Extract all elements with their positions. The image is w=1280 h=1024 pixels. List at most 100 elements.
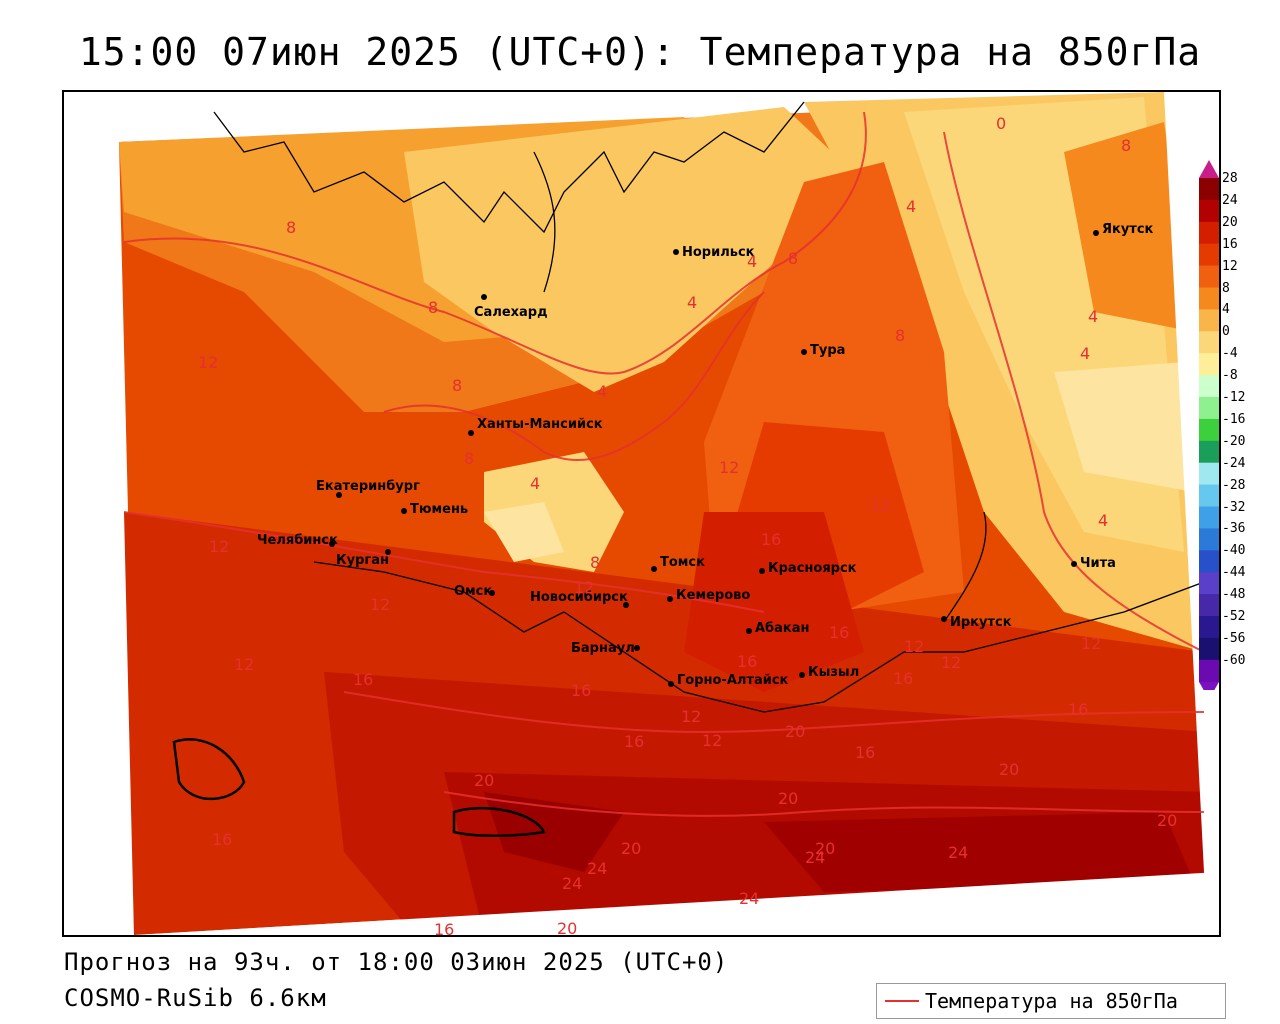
colorbar-segment [1199, 243, 1219, 267]
isotherm-label: 16 [829, 623, 849, 642]
colorbar-segment [1199, 440, 1219, 464]
city-chelyabinsk[interactable]: Челябинск [257, 533, 338, 548]
isotherm-label: 16 [1068, 700, 1088, 719]
colorbar-segment [1199, 637, 1219, 661]
svg-text:Иркутск: Иркутск [950, 615, 1012, 630]
isotherm-label: 12 [234, 655, 254, 674]
colorbar-tick-label: -56 [1222, 630, 1246, 646]
colorbar-tick-label: -44 [1222, 565, 1246, 581]
svg-text:Кемерово: Кемерово [676, 588, 750, 603]
city-kemerovo[interactable]: Кемерово [667, 588, 750, 603]
isotherm-label: 20 [815, 839, 835, 858]
map-legend: Температура на 850гПа [876, 983, 1226, 1019]
legend-label: Температура на 850гПа [925, 989, 1178, 1013]
colorbar-segment [1199, 462, 1219, 486]
colorbar-segment [1199, 616, 1219, 639]
isotherm-label: 12 [198, 353, 218, 372]
city-irkutsk[interactable]: Иркутск [941, 615, 1012, 630]
svg-text:Омск: Омск [454, 584, 492, 599]
svg-text:Якутск: Якутск [1102, 222, 1154, 237]
isotherm-label: 12 [1081, 634, 1101, 653]
isotherm-label: 16 [353, 670, 373, 689]
colorbar-tick-label: -32 [1222, 499, 1246, 515]
city-salekhard[interactable]: Салехард [474, 294, 548, 320]
forecast-info: Прогноз на 93ч. от 18:00 03июн 2025 (UTC… [64, 948, 729, 976]
svg-text:Салехард: Салехард [474, 305, 548, 320]
colorbar-tick-label: 16 [1222, 236, 1238, 252]
colorbar-tick-label: 24 [1222, 192, 1238, 208]
isotherm-label: 20 [785, 722, 805, 741]
city-kurgan[interactable]: Курган [336, 549, 391, 568]
svg-text:Ханты-Мансийск: Ханты-Мансийск [477, 417, 603, 432]
svg-text:Тюмень: Тюмень [410, 502, 468, 517]
city-krasnoyarsk[interactable]: Красноярск [759, 561, 857, 576]
isotherm-labels: 0 8 8 4 8 4 8 4 12 4 8 12 4 8 4 12 12 16… [198, 114, 1177, 935]
colorbar-segment [1199, 528, 1219, 551]
isotherm-label: 4 [1088, 307, 1098, 326]
city-kyzyl[interactable]: Кызыл [799, 665, 859, 680]
colorbar-tick-label: -4 [1222, 346, 1238, 362]
isotherm-label: 20 [557, 919, 577, 935]
isotherm-label: 16 [212, 830, 232, 849]
isotherm-label: 20 [474, 771, 494, 790]
isotherm-label: 16 [893, 669, 913, 688]
city-chita[interactable]: Чита [1071, 556, 1116, 571]
colorbar-segment [1199, 418, 1219, 442]
isotherm-label: 16 [434, 920, 454, 935]
colorbar-tick-label: 28 [1222, 171, 1238, 186]
colorbar-segment [1199, 353, 1219, 376]
isotherm-label: 24 [948, 843, 968, 862]
colorbar-tick-label: -28 [1222, 477, 1246, 493]
svg-text:Абакан: Абакан [755, 621, 810, 636]
city-norilsk[interactable]: Норильск [673, 245, 755, 260]
city-omsk[interactable]: Омск [454, 584, 495, 599]
colorbar-segment [1199, 309, 1219, 332]
city-yakutsk[interactable]: Якутск [1093, 222, 1154, 237]
city-novosibirsk[interactable]: Новосибирск [530, 590, 629, 608]
isotherm-label: 20 [778, 789, 798, 808]
temperature-map: Норильск Салехард Тура Якутск Ханты-Манс… [64, 92, 1219, 935]
city-yekaterinburg[interactable]: Екатеринбург [316, 479, 420, 498]
colorbar-tick-label: -60 [1222, 652, 1246, 668]
colorbar-tick-label: -24 [1222, 455, 1246, 471]
city-tura[interactable]: Тура [801, 343, 845, 358]
colorbar-tick-label: -36 [1222, 521, 1246, 537]
colorbar-segment [1199, 199, 1219, 223]
city-gorno-altaysk[interactable]: Горно-Алтайск [668, 673, 789, 688]
svg-text:Тура: Тура [810, 343, 845, 358]
temperature-colorbar [1199, 160, 1219, 690]
isotherm-label: 4 [687, 293, 697, 312]
colorbar-segment [1199, 287, 1219, 310]
svg-text:Челябинск: Челябинск [257, 533, 338, 548]
isotherm-label: 16 [761, 530, 781, 549]
isotherm-label: 0 [996, 114, 1006, 133]
colorbar-segment [1199, 506, 1219, 529]
isotherm-label: 4 [597, 382, 607, 401]
colorbar-segment [1199, 484, 1219, 507]
city-abakan[interactable]: Абакан [746, 621, 810, 636]
isotherm-label: 16 [571, 681, 591, 700]
city-khanty-mansiysk[interactable]: Ханты-Мансийск [468, 417, 603, 436]
colorbar-segment [1199, 397, 1219, 420]
city-tomsk[interactable]: Томск [651, 555, 705, 572]
city-barnaul[interactable]: Барнаул [571, 641, 640, 656]
colorbar-min-arrow [1199, 681, 1219, 690]
svg-text:Горно-Алтайск: Горно-Алтайск [677, 673, 789, 688]
legend-line-swatch [885, 1000, 919, 1002]
isotherm-label: 20 [1157, 811, 1177, 830]
isotherm-label: 8 [788, 249, 798, 268]
colorbar-tick-label: -52 [1222, 609, 1246, 624]
isotherm-label: 4 [1080, 344, 1090, 363]
isotherm-label: 24 [562, 874, 582, 893]
isotherm-label: 12 [681, 707, 701, 726]
city-tyumen[interactable]: Тюмень [401, 502, 468, 517]
isotherm-label: 12 [870, 496, 890, 515]
isotherm-label: 8 [1121, 136, 1131, 155]
colorbar-segment [1199, 550, 1219, 573]
isotherm-label: 16 [737, 652, 757, 671]
isotherm-label: 16 [855, 743, 875, 762]
isotherm-label: 8 [590, 553, 600, 572]
colorbar-tick-label: 12 [1222, 258, 1238, 274]
colorbar-segment [1199, 572, 1219, 595]
isotherm-label: 4 [906, 197, 916, 216]
